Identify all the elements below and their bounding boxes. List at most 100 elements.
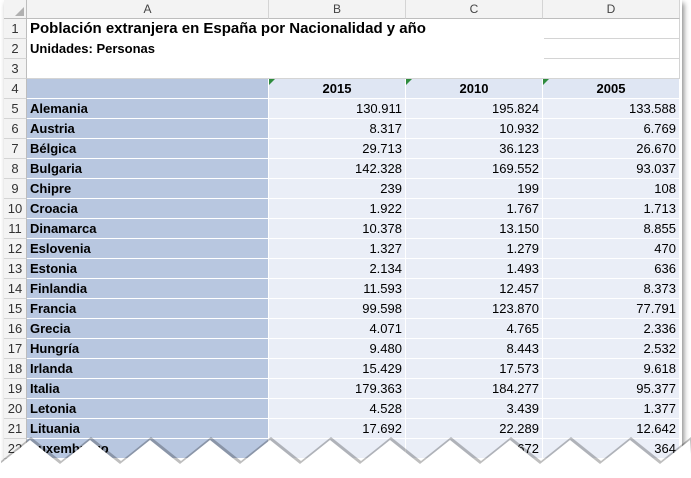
value-cell[interactable]: 1.922 [269,199,406,219]
row-header[interactable]: 7 [4,139,27,159]
value-cell[interactable]: 13.150 [406,219,543,239]
column-header-a[interactable]: A [27,0,269,19]
value-cell[interactable]: 470 [543,239,680,259]
row-header[interactable]: 18 [4,359,27,379]
value-cell[interactable]: 199 [406,179,543,199]
row-header[interactable]: 2 [4,39,27,59]
value-cell[interactable]: 179.363 [269,379,406,399]
value-cell[interactable]: 1.713 [543,199,680,219]
row-header[interactable]: 21 [4,419,27,439]
row-header[interactable]: 11 [4,219,27,239]
value-cell[interactable]: 4.765 [406,319,543,339]
header-cell-a4[interactable] [27,79,269,99]
value-cell[interactable]: 95.377 [543,379,680,399]
country-cell[interactable]: Francia [27,299,269,319]
value-cell[interactable]: 36.123 [406,139,543,159]
value-cell[interactable]: 3.439 [406,399,543,419]
value-cell[interactable]: 1.377 [543,399,680,419]
row-header[interactable]: 4 [4,79,27,99]
value-cell[interactable]: 10.932 [406,119,543,139]
country-cell[interactable]: Estonia [27,259,269,279]
value-cell[interactable]: 1.279 [406,239,543,259]
row-header[interactable]: 9 [4,179,27,199]
value-cell[interactable]: 1.767 [406,199,543,219]
row-header[interactable]: 6 [4,119,27,139]
value-cell[interactable]: 4.528 [269,399,406,419]
row-header[interactable]: 8 [4,159,27,179]
grid-cell[interactable] [543,59,680,79]
value-cell[interactable]: 1.327 [269,239,406,259]
value-cell[interactable]: 12.642 [543,419,680,439]
value-cell[interactable]: 17.692 [269,419,406,439]
row-header[interactable]: 19 [4,379,27,399]
value-cell[interactable]: 4.071 [269,319,406,339]
value-cell[interactable]: 9.480 [269,339,406,359]
value-cell[interactable]: 11.593 [269,279,406,299]
value-cell[interactable]: 9.618 [543,359,680,379]
country-cell[interactable]: Hungría [27,339,269,359]
value-cell[interactable]: 8.443 [406,339,543,359]
value-cell[interactable]: 2.336 [543,319,680,339]
value-cell[interactable]: 99.598 [269,299,406,319]
row-header[interactable]: 12 [4,239,27,259]
value-cell[interactable]: 636 [543,259,680,279]
country-cell[interactable]: Alemania [27,99,269,119]
country-cell[interactable]: Bulgaria [27,159,269,179]
value-cell[interactable]: 77.791 [543,299,680,319]
row-header[interactable]: 13 [4,259,27,279]
value-cell[interactable]: 239 [269,179,406,199]
value-cell[interactable]: 2.134 [269,259,406,279]
year-header-2015[interactable]: 2015 [269,79,406,99]
country-cell[interactable]: Lituania [27,419,269,439]
select-all-corner[interactable] [4,0,27,19]
country-cell[interactable]: Italia [27,379,269,399]
value-cell[interactable]: 195.824 [406,99,543,119]
value-cell[interactable]: 22.289 [406,419,543,439]
row-header[interactable]: 1 [4,19,27,39]
column-header-d[interactable]: D [543,0,680,19]
country-cell[interactable]: Letonia [27,399,269,419]
value-cell[interactable]: 29.713 [269,139,406,159]
value-cell[interactable]: 26.670 [543,139,680,159]
column-header-b[interactable]: B [269,0,406,19]
year-header-2005[interactable]: 2005 [543,79,680,99]
value-cell[interactable]: 17.573 [406,359,543,379]
row-header[interactable]: 17 [4,339,27,359]
value-cell[interactable]: 8.373 [543,279,680,299]
value-cell[interactable]: 8.317 [269,119,406,139]
value-cell[interactable]: 10.378 [269,219,406,239]
value-cell[interactable]: 133.588 [543,99,680,119]
row-header[interactable]: 5 [4,99,27,119]
column-header-c[interactable]: C [406,0,543,19]
country-cell[interactable]: Finlandia [27,279,269,299]
value-cell[interactable]: 93.037 [543,159,680,179]
value-cell[interactable]: 12.457 [406,279,543,299]
grid-cell[interactable] [543,39,680,59]
value-cell[interactable]: 6.769 [543,119,680,139]
value-cell[interactable]: 142.328 [269,159,406,179]
country-cell[interactable]: Grecia [27,319,269,339]
country-cell[interactable]: Eslovenia [27,239,269,259]
row-header[interactable]: 15 [4,299,27,319]
row-header[interactable]: 20 [4,399,27,419]
value-cell[interactable]: 1.493 [406,259,543,279]
value-cell[interactable]: 8.855 [543,219,680,239]
value-cell[interactable]: 184.277 [406,379,543,399]
country-cell[interactable]: Bélgica [27,139,269,159]
country-cell[interactable]: Chipre [27,179,269,199]
value-cell[interactable]: 2.532 [543,339,680,359]
country-cell[interactable]: Austria [27,119,269,139]
value-cell[interactable]: 15.429 [269,359,406,379]
row-header[interactable]: 3 [4,59,27,79]
row-header[interactable]: 14 [4,279,27,299]
row-header[interactable]: 16 [4,319,27,339]
value-cell[interactable]: 123.870 [406,299,543,319]
value-cell[interactable]: 169.552 [406,159,543,179]
value-cell[interactable]: 130.911 [269,99,406,119]
value-cell[interactable]: 108 [543,179,680,199]
country-cell[interactable]: Irlanda [27,359,269,379]
country-cell[interactable]: Dinamarca [27,219,269,239]
year-header-2010[interactable]: 2010 [406,79,543,99]
country-cell[interactable]: Croacia [27,199,269,219]
row-header[interactable]: 10 [4,199,27,219]
